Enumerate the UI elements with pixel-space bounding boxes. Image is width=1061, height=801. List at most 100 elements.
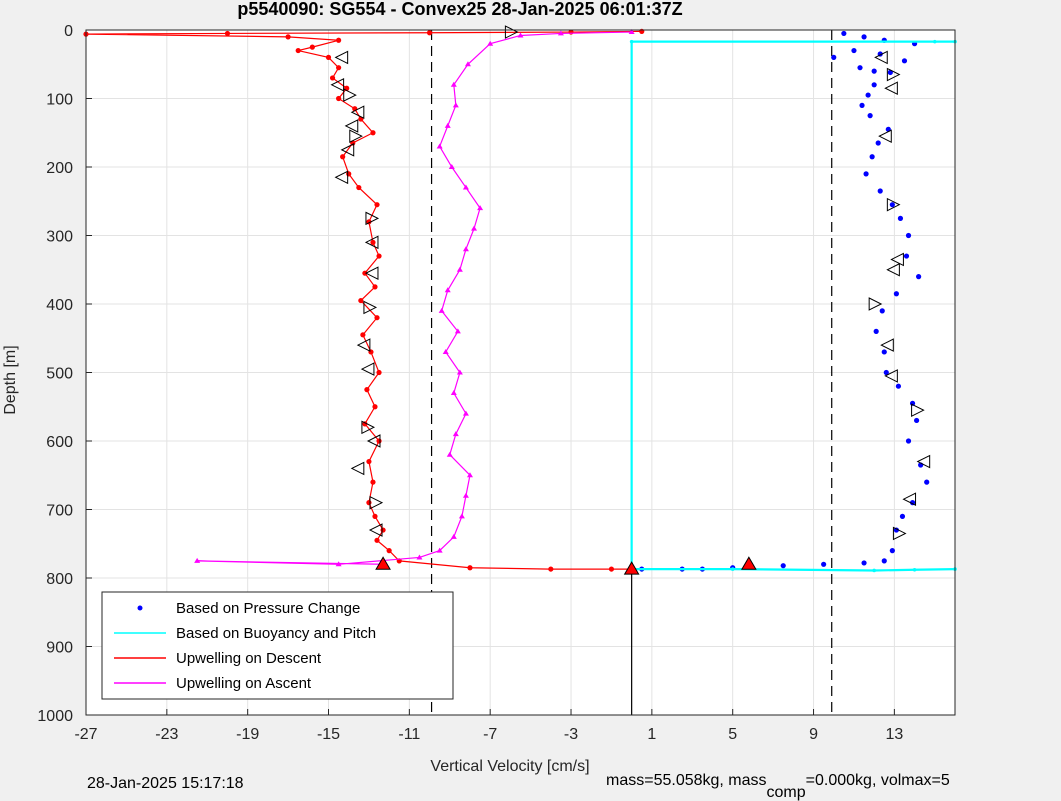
triangle-marker [623, 561, 640, 575]
data-point [454, 328, 461, 334]
legend-entry-upwelling-descent: Upwelling on Descent [114, 650, 322, 667]
data-point [879, 308, 885, 314]
data-point [295, 47, 301, 54]
x-tick-label-3: -3 [564, 726, 578, 743]
x-tick-label-9: 9 [809, 726, 818, 743]
direction-marker [330, 77, 345, 92]
direction-marker [365, 211, 380, 226]
data-point [863, 171, 869, 177]
triangle-marker [740, 556, 757, 570]
y-tick-label-100: 100 [46, 92, 73, 109]
data-point [467, 565, 473, 571]
footer-date: 28-Jan-2025 15:17:18 [87, 775, 244, 792]
data-point [841, 30, 847, 37]
direction-marker [356, 338, 371, 352]
data-point [436, 143, 443, 149]
legend-label-upwelling-descent: Upwelling on Descent [176, 650, 322, 667]
data-point [368, 349, 374, 355]
data-point [458, 513, 465, 519]
data-point [557, 30, 564, 36]
data-point [872, 568, 876, 573]
data-point [903, 253, 910, 259]
data-point [416, 554, 423, 560]
data-point [851, 47, 857, 54]
x-tick-label-19: -19 [236, 726, 259, 743]
data-point [366, 500, 372, 506]
x-tick-label-1: 1 [647, 726, 656, 743]
data-point [873, 328, 879, 334]
data-point [446, 451, 453, 457]
triangle-marker [375, 556, 391, 570]
data-point [372, 404, 378, 410]
data-point [285, 34, 291, 40]
direction-marker [884, 81, 898, 96]
legend-label-buoyancy-pitch: Based on Buoyancy and Pitch [176, 625, 376, 642]
data-point [194, 557, 201, 563]
direction-marker [366, 434, 381, 448]
direction-marker [350, 461, 365, 476]
data-point [386, 548, 392, 554]
data-point [376, 438, 382, 444]
data-point [932, 39, 937, 44]
data-point [905, 438, 912, 444]
data-point [889, 202, 895, 208]
data-point [374, 202, 380, 208]
data-point [466, 472, 473, 478]
data-point [883, 369, 889, 376]
y-tick-label-500: 500 [46, 366, 73, 383]
data-point [831, 54, 837, 61]
direction-marker [878, 129, 892, 143]
y-tick-label-1000: 1000 [37, 708, 73, 725]
data-point [487, 40, 494, 46]
y-tick-label-900: 900 [46, 640, 73, 657]
direction-marker [368, 523, 383, 537]
direction-marker [364, 235, 379, 250]
legend-box [101, 591, 454, 700]
data-point [548, 566, 554, 572]
x-tick-label-23: -23 [155, 726, 178, 743]
data-point [358, 297, 364, 304]
data-point [730, 567, 735, 571]
data-point [889, 548, 895, 554]
y-tick-label-400: 400 [46, 297, 73, 314]
y-tick-label-300: 300 [46, 229, 73, 246]
data-point [916, 274, 922, 280]
data-point [869, 154, 875, 160]
data-point [456, 266, 463, 272]
y-tick-label-600: 600 [46, 434, 73, 451]
data-point [893, 291, 899, 297]
legend-entry-pressure-change: Based on Pressure Change [137, 600, 360, 617]
direction-marker [916, 454, 931, 469]
data-point [452, 431, 459, 437]
legend-swatch-pressure-change [137, 605, 143, 611]
data-point [899, 513, 906, 519]
data-point [309, 44, 315, 50]
data-point [871, 68, 877, 74]
data-point [336, 37, 342, 43]
data-point [912, 567, 917, 572]
direction-marker [364, 266, 379, 280]
direction-marker [902, 492, 917, 507]
data-point [471, 225, 478, 231]
data-point [629, 39, 634, 44]
footer-mass-text: mass=55.058kg, mass [606, 772, 767, 789]
direction-marker [360, 362, 375, 376]
data-point [865, 92, 871, 98]
series-based-on-pressure-change [639, 30, 930, 572]
data-point [875, 140, 881, 146]
data-point [450, 533, 457, 539]
data-point [861, 34, 867, 40]
direction-marker [868, 297, 883, 311]
data-point [871, 82, 877, 88]
marker-layer [330, 25, 931, 575]
data-point [517, 32, 524, 38]
data-point [608, 566, 615, 572]
data-point [438, 307, 445, 313]
y-axis-label: Depth [m] [2, 345, 19, 414]
direction-marker [886, 262, 900, 277]
data-point [372, 284, 378, 290]
direction-marker [886, 197, 901, 212]
legend-label-pressure-change: Based on Pressure Change [176, 600, 360, 617]
data-point [336, 65, 342, 71]
data-point [224, 30, 231, 37]
